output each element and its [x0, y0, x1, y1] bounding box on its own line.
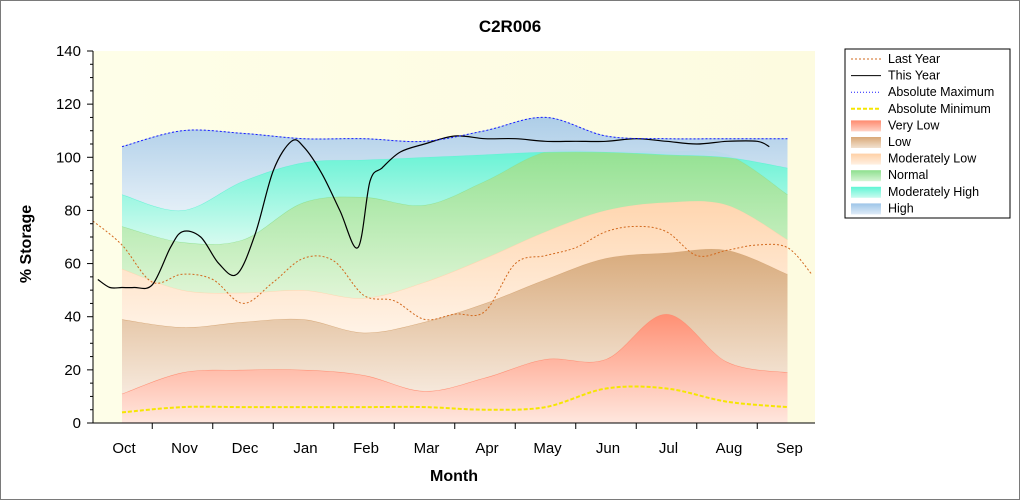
band-moderately-low [122, 201, 788, 333]
x-tick-label: Sep [776, 440, 803, 457]
storage-bands [121, 116, 788, 423]
x-axis-label: Month [430, 468, 478, 485]
band-normal [122, 149, 788, 299]
legend-label-high: High [888, 201, 914, 215]
legend: Last Year This Year Absolute Maximum Absolu… [844, 48, 1011, 219]
y-tick-label: 0 [73, 415, 81, 432]
series-absolute-minimum [121, 385, 788, 414]
x-tick-label: Feb [353, 440, 379, 457]
band-moderately-high [122, 149, 788, 245]
legend-swatch-normal [851, 170, 881, 182]
legend-label-last-year: Last Year [888, 52, 940, 66]
series-absolute-maximum [121, 116, 788, 148]
x-tick-label: Apr [475, 440, 498, 457]
legend-swatch-very-low [851, 120, 881, 132]
x-tick-label: Dec [232, 440, 259, 457]
y-tick-label: 80 [64, 202, 81, 219]
legend-label-moderately-high: Moderately High [888, 185, 979, 199]
legend-swatch-low [851, 137, 881, 148]
chart-title: C2R006 [479, 17, 541, 36]
x-tick-label: Jan [293, 440, 317, 457]
legend-label-absolute-maximum: Absolute Maximum [888, 85, 994, 99]
x-tick-label: Nov [171, 440, 198, 457]
x-tick-label: Jul [659, 440, 678, 457]
series-lines [92, 116, 813, 414]
legend-label-normal: Normal [888, 168, 928, 182]
x-tick-label: May [533, 440, 562, 457]
legend-label-very-low: Very Low [888, 118, 940, 132]
y-tick-label: 60 [64, 256, 81, 273]
x-tick-label: Mar [414, 440, 440, 457]
band-low [122, 249, 788, 394]
series-last-year [92, 220, 813, 321]
axes: 0 20 40 60 80 100 120 140 Oct Nov Dec Jan Feb Mar Apr M… [56, 43, 815, 457]
series-this-year [97, 135, 770, 290]
y-tick-label: 100 [56, 149, 81, 166]
y-tick-label: 40 [64, 309, 81, 326]
y-tick-label: 140 [56, 43, 81, 60]
legend-label-absolute-minimum: Absolute Minimum [888, 102, 991, 116]
legend-label-this-year: This Year [888, 69, 940, 83]
legend-swatch-high [851, 203, 881, 215]
x-tick-label: Jun [596, 440, 620, 457]
x-tick-label: Oct [112, 440, 136, 457]
legend-swatch-moderately-low [851, 153, 881, 165]
y-axis-label: % Storage [18, 205, 35, 283]
legend-label-moderately-low: Moderately Low [888, 152, 977, 166]
x-tick-label: Aug [716, 440, 743, 457]
y-tick-label: 20 [64, 362, 81, 379]
legend-label-low: Low [888, 135, 912, 149]
legend-swatch-moderately-high [851, 186, 881, 198]
band-very-low [122, 314, 788, 423]
band-high [122, 117, 788, 211]
y-tick-label: 120 [56, 96, 81, 113]
